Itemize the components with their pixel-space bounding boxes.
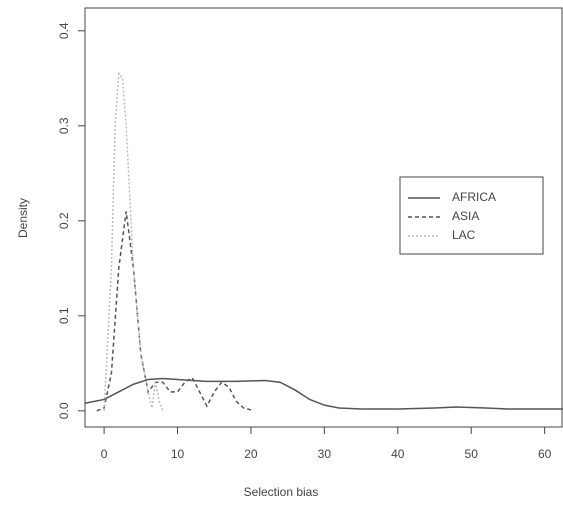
legend-label: ASIA xyxy=(452,209,479,223)
y-tick-label: 0.2 xyxy=(57,212,71,229)
y-tick-label: 0.3 xyxy=(57,117,71,134)
x-tick-label: 50 xyxy=(465,447,479,461)
density-line xyxy=(84,377,563,410)
x-tick-label: 30 xyxy=(318,447,332,461)
legend-label: LAC xyxy=(452,228,476,242)
density-line xyxy=(103,71,164,412)
x-tick-label: 0 xyxy=(101,447,108,461)
x-tick-label: 40 xyxy=(391,447,405,461)
x-tick-label: 20 xyxy=(244,447,258,461)
x-tick-label: 10 xyxy=(171,447,185,461)
plot-frame xyxy=(84,7,563,428)
density-line xyxy=(96,211,252,412)
x-tick-label: 60 xyxy=(538,447,552,461)
x-axis-label: Selection bias xyxy=(244,485,319,499)
legend-box xyxy=(399,176,544,255)
y-tick-label: 0.0 xyxy=(57,402,71,419)
y-tick-label: 0.4 xyxy=(57,22,71,39)
legend-label: AFRICA xyxy=(452,190,496,204)
y-tick-label: 0.1 xyxy=(57,307,71,324)
y-axis-label: Density xyxy=(16,198,30,238)
